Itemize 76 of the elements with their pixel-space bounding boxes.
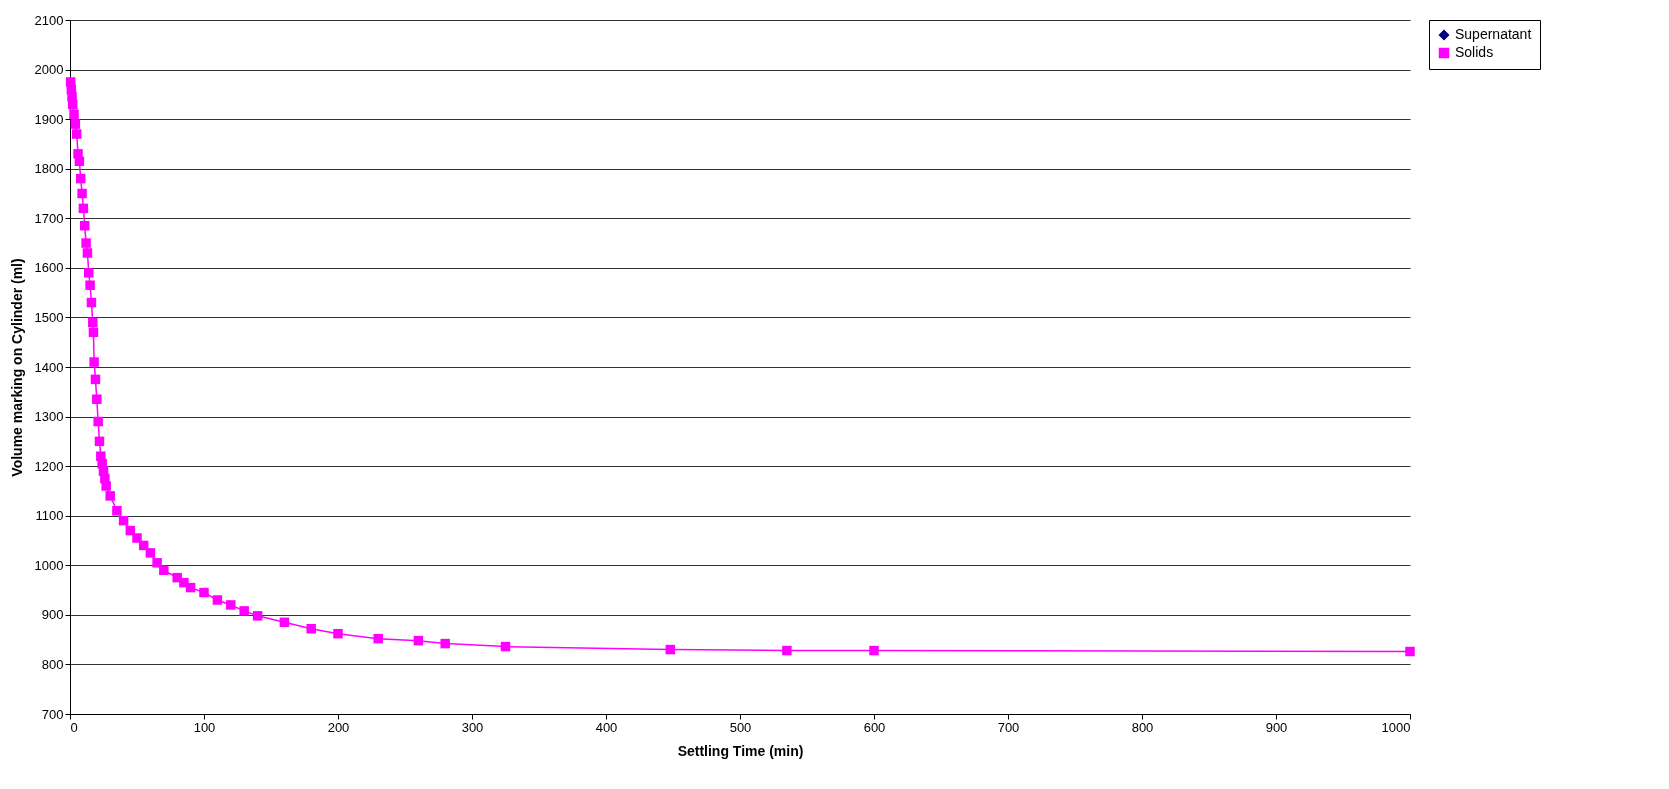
point xyxy=(90,374,101,385)
point xyxy=(373,633,383,644)
y-tick-label: 2000 xyxy=(34,62,64,78)
point xyxy=(159,565,169,575)
point xyxy=(89,357,99,367)
x-axis-title: Settling Time (min) xyxy=(677,742,804,759)
x-tick-label: 1000 xyxy=(1381,719,1411,735)
y-tick-label: 700 xyxy=(41,706,64,722)
y-tick-label: 1600 xyxy=(34,260,64,276)
point xyxy=(74,156,85,167)
point xyxy=(145,548,156,558)
point xyxy=(70,119,81,129)
point xyxy=(88,327,99,338)
point xyxy=(665,644,676,655)
point xyxy=(93,416,103,427)
legend-label: Supernatant xyxy=(1455,26,1532,42)
point xyxy=(86,297,97,308)
x-tick-label: 300 xyxy=(461,719,484,735)
x-tick-label: 900 xyxy=(1265,719,1288,735)
point xyxy=(279,617,290,628)
point xyxy=(199,587,209,598)
point xyxy=(77,188,87,199)
point xyxy=(333,628,343,639)
x-tick-label: 800 xyxy=(1131,719,1154,735)
y-axis-title: Volume marking on Cylinder (ml) xyxy=(8,258,25,477)
x-tick-label: 200 xyxy=(327,719,350,735)
x-tick-label: 0 xyxy=(70,719,78,735)
y-tick-label: 1800 xyxy=(34,161,64,177)
point xyxy=(67,99,78,110)
y-tick-label: 1100 xyxy=(35,508,64,524)
y-tick-label: 2100 xyxy=(34,12,64,28)
point xyxy=(80,220,90,231)
y-tick-label: 900 xyxy=(41,607,64,623)
point xyxy=(212,595,223,605)
point xyxy=(71,129,82,139)
point xyxy=(185,582,196,593)
point xyxy=(252,611,263,621)
y-tick-label: 800 xyxy=(41,656,64,672)
y-tick-label: 1000 xyxy=(34,557,64,573)
y-tick-label: 1300 xyxy=(34,409,64,425)
point xyxy=(226,600,236,610)
point xyxy=(84,268,94,278)
point xyxy=(92,394,102,404)
point xyxy=(1405,646,1415,657)
x-tick-label: 400 xyxy=(595,719,618,735)
point xyxy=(118,515,129,526)
x-tick-label: 600 xyxy=(863,719,886,735)
legend-label: Solids xyxy=(1455,44,1494,60)
point xyxy=(105,491,115,501)
point xyxy=(82,248,93,258)
point xyxy=(81,238,91,248)
y-tick-label: 1400 xyxy=(34,359,64,375)
point xyxy=(869,645,879,656)
y-tick-label: 1700 xyxy=(34,210,64,226)
point xyxy=(500,641,511,652)
point xyxy=(112,506,122,516)
point xyxy=(306,623,316,634)
point xyxy=(85,280,95,290)
point xyxy=(78,203,89,214)
point xyxy=(94,436,105,447)
point xyxy=(782,645,792,656)
point xyxy=(88,317,98,328)
point xyxy=(413,635,424,646)
x-tick-label: 700 xyxy=(997,719,1020,735)
y-tick-label: 1200 xyxy=(34,458,64,474)
point xyxy=(75,173,86,184)
point xyxy=(69,109,79,119)
y-tick-label: 1500 xyxy=(34,309,64,325)
x-tick-label: 100 xyxy=(193,719,216,735)
point xyxy=(440,638,450,649)
x-tick-label: 500 xyxy=(729,719,752,735)
point xyxy=(152,558,162,568)
point xyxy=(132,533,142,543)
point xyxy=(101,481,111,491)
y-tick-label: 1900 xyxy=(34,111,64,127)
point xyxy=(239,606,249,616)
